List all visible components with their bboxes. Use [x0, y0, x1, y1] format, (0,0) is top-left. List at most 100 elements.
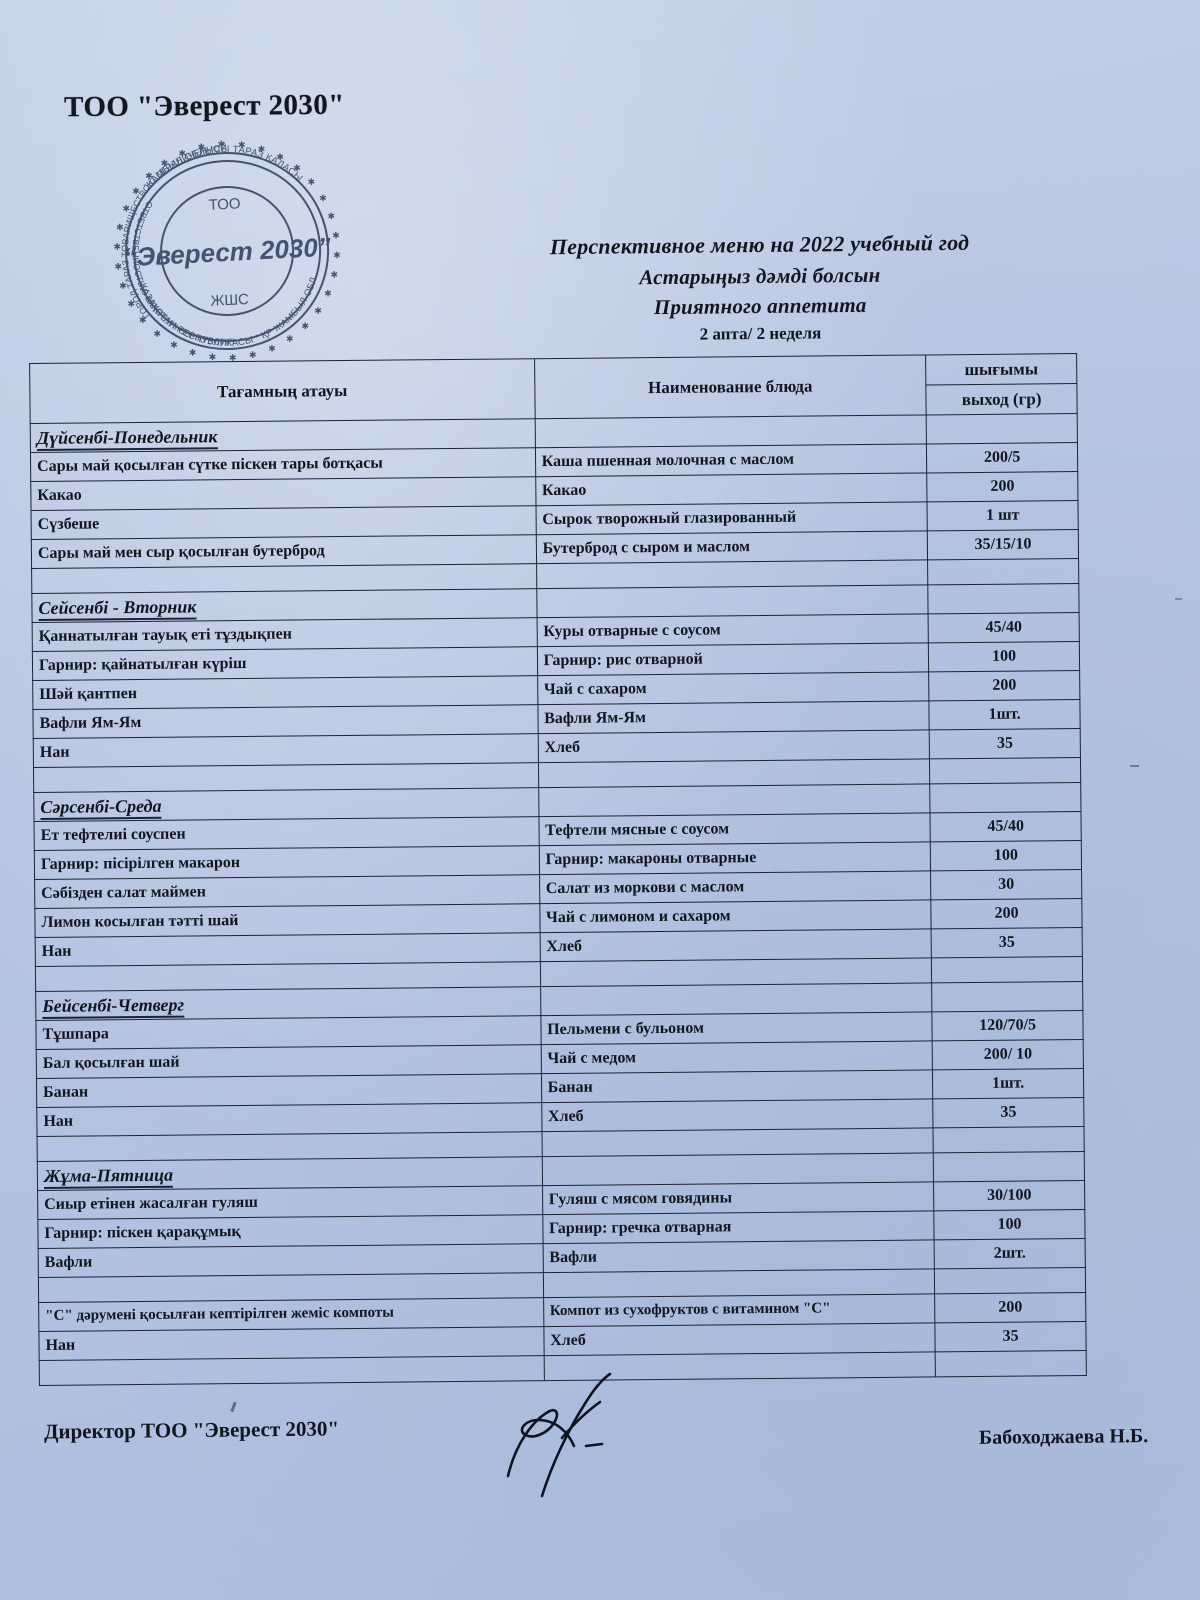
dish-qty-empty	[927, 583, 1080, 614]
dish-yield: 1шт.	[932, 1068, 1084, 1099]
dish-name-russian: Куры отварные с соусом	[536, 613, 929, 647]
dish-yield: 100	[930, 840, 1082, 871]
spacer-cell-qty	[931, 956, 1083, 983]
svg-text:✱: ✱	[307, 177, 315, 187]
column-header-kazakh: Тағамның атауы	[29, 358, 535, 424]
svg-text:✱: ✱	[257, 144, 265, 154]
svg-text:✱: ✱	[145, 171, 153, 181]
svg-text:✱: ✱	[249, 350, 257, 360]
dish-name-russian: Чай с сахаром	[537, 671, 930, 705]
column-header-russian: Наименование блюда	[534, 354, 927, 419]
day-label-text: Дүйсенбі-Понедельник	[36, 425, 218, 451]
svg-text:✱: ✱	[229, 353, 237, 363]
svg-text:ЖШС: ЖШС	[210, 291, 249, 310]
dish-yield: 200	[926, 471, 1078, 502]
document-footer: Директор ТОО "Эверест 2030" Бабоходжаева…	[0, 1372, 1200, 1518]
signature-icon	[490, 1368, 640, 1498]
svg-text:✱: ✱	[332, 230, 340, 240]
week-label: 2 апта/ 2 неделя	[699, 323, 822, 344]
dish-name-russian: Хлеб	[541, 1098, 934, 1132]
column-header-yield-kz: шығымы	[925, 353, 1077, 385]
dish-yield: 200	[931, 898, 1083, 929]
dish-qty-empty	[929, 782, 1081, 813]
svg-text:✱: ✱	[122, 203, 130, 213]
svg-text:✱: ✱	[127, 299, 135, 309]
svg-text:✱: ✱	[116, 222, 124, 232]
dish-yield: 45/40	[928, 612, 1080, 643]
dish-qty-empty	[926, 413, 1078, 444]
dish-name-russian: Гарнир: гречка отварная	[542, 1210, 935, 1244]
svg-text:✱: ✱	[208, 352, 216, 362]
dish-name-ru-empty	[536, 584, 929, 618]
director-label: Директор ТОО "Эверест 2030"	[43, 1416, 340, 1444]
dish-yield: 30/100	[933, 1180, 1085, 1211]
dish-name-ru-empty	[540, 982, 933, 1016]
spacer-cell-qty	[933, 1126, 1085, 1153]
official-stamp-icon: ЖАМБЫЛ ОБЛЫСЫ ТАРАЗ ҚАЛАСЫ ҚАЗАҚСТАН РЕС…	[90, 126, 364, 371]
dish-name-russian: Какао	[535, 472, 928, 506]
svg-text:✱: ✱	[153, 329, 161, 339]
dish-yield: 30	[930, 869, 1082, 900]
svg-text:✱: ✱	[314, 306, 322, 316]
dish-yield: 200/ 10	[932, 1039, 1084, 1070]
svg-text:✱: ✱	[113, 242, 121, 252]
dish-yield: 35/15/10	[927, 529, 1079, 560]
dish-yield: 35	[929, 728, 1081, 759]
title-line-2-kazakh: Астарыңыз дәмді болсын	[639, 262, 881, 290]
dish-name-russian: Хлеб	[537, 729, 930, 763]
dish-name-russian: Пельмени с бульоном	[540, 1011, 933, 1045]
dish-yield: 1 шт	[927, 500, 1079, 531]
dish-name-ru-empty	[541, 1152, 934, 1186]
spacer-cell-qty	[935, 1350, 1087, 1377]
spacer-cell-kz	[39, 1355, 545, 1386]
dish-qty-empty	[931, 981, 1083, 1012]
menu-table-wrapper: Тағамның атауы Наименование блюда шығымы…	[29, 353, 1087, 1386]
dish-name-russian: Вафли Ям-Ям	[537, 700, 930, 734]
svg-text:✱: ✱	[170, 340, 178, 350]
spacer-cell-ru	[538, 758, 930, 788]
dish-name-russian: Вафли	[542, 1239, 935, 1273]
dish-name-russian: Хлеб	[539, 928, 932, 962]
svg-text:✱: ✱	[189, 348, 197, 358]
dish-yield: 100	[928, 641, 1080, 672]
dish-yield: 120/70/5	[932, 1010, 1084, 1041]
day-label-text: Бейсенбі-Четверг	[42, 994, 185, 1019]
day-label-text: Сәрсенбі-Среда	[40, 795, 162, 820]
dish-name-russian: Гарнир: рис отварной	[537, 642, 929, 676]
svg-text:✱: ✱	[286, 334, 294, 344]
scan-speck	[1130, 765, 1139, 767]
svg-text:✱: ✱	[268, 343, 276, 353]
spacer-cell-ru	[541, 1127, 934, 1157]
svg-text:✱: ✱	[132, 186, 140, 196]
dish-name-russian: Банан	[541, 1069, 933, 1103]
svg-text:✱: ✱	[327, 211, 335, 221]
dish-yield: 100	[933, 1209, 1086, 1240]
spacer-cell-qty	[934, 1267, 1086, 1294]
day-label-text: Сейсенбі - Вторник	[38, 596, 197, 621]
company-name: ТОО "Эверест 2030"	[63, 88, 345, 124]
scan-speck	[1175, 598, 1182, 600]
dish-qty-empty	[933, 1151, 1085, 1182]
dish-yield: 35	[935, 1321, 1087, 1352]
spacer-cell-qty	[929, 757, 1081, 784]
dish-name-russian: Каша пшенная молочная с маслом	[535, 443, 927, 477]
column-header-yield-ru: выход (гр)	[926, 383, 1078, 415]
dish-name-russian: Гуляш с мясом говядины	[542, 1181, 934, 1215]
dish-yield: 45/40	[930, 811, 1082, 842]
dish-yield: 200/5	[926, 442, 1078, 473]
svg-text:✱: ✱	[301, 321, 309, 331]
dish-yield: 35	[932, 1097, 1084, 1128]
svg-text:“Эверест 2030”: “Эверест 2030”	[123, 232, 332, 273]
title-line-3-russian: Приятного аппетита	[653, 292, 867, 320]
svg-text:✱: ✱	[160, 158, 168, 168]
svg-text:✱: ✱	[217, 139, 225, 149]
spacer-cell-ru	[536, 559, 928, 589]
dish-name-russian: Салат из моркови с маслом	[539, 870, 932, 904]
svg-text:✱: ✱	[114, 261, 122, 271]
menu-table-body: Дүйсенбі-Понедельник Сары май қосылған сү…	[30, 413, 1087, 1386]
dish-name-russian: Чай с лимоном и сахаром	[539, 899, 932, 933]
dish-yield: 1шт.	[929, 699, 1081, 730]
menu-table-head: Тағамның атауы Наименование блюда шығымы…	[29, 353, 1078, 424]
day-label-text: Жұма-Пятница	[43, 1164, 174, 1189]
